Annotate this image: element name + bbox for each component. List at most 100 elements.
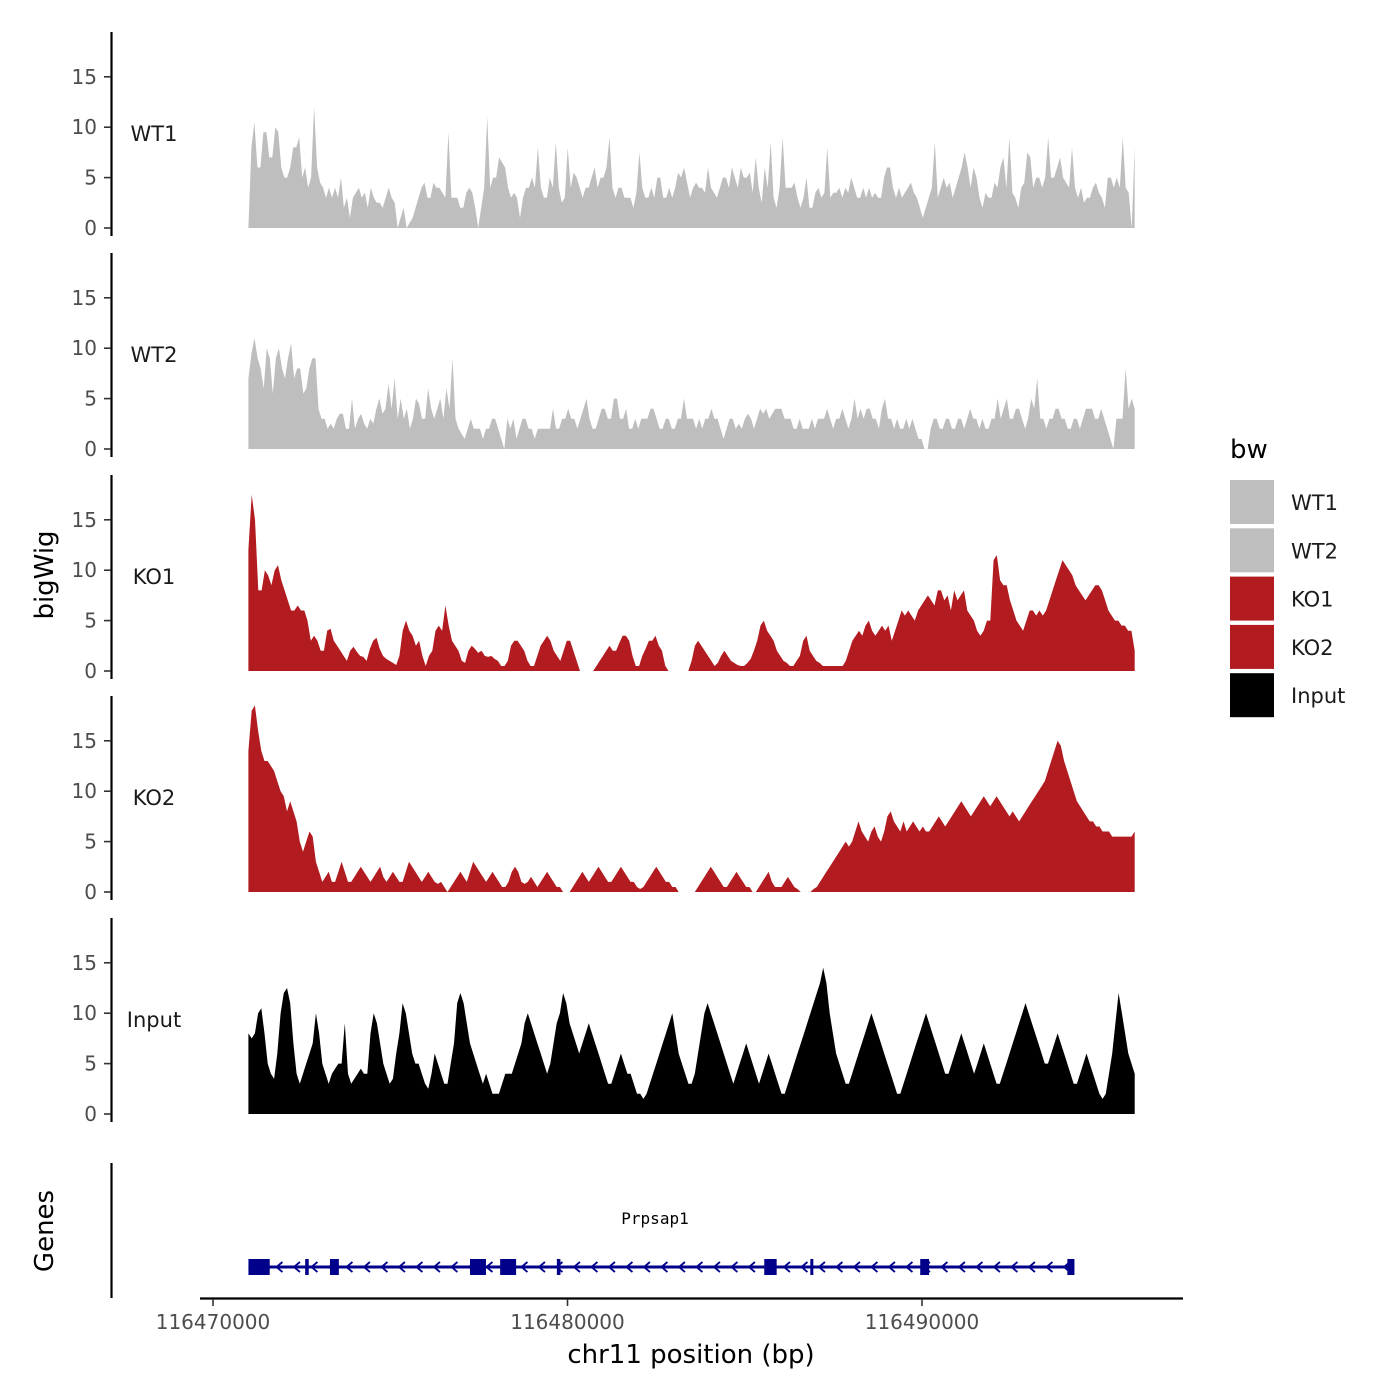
- legend-entry-wt1: WT1: [1230, 480, 1338, 524]
- strand-arrow-icon: [905, 1261, 914, 1273]
- legend-swatch: [1230, 576, 1274, 621]
- x-tick-label: 116480000: [510, 1310, 625, 1334]
- gene-model: [248, 1259, 1075, 1275]
- strand-arrow-icon: [992, 1261, 1001, 1273]
- strand-arrow-icon: [940, 1261, 949, 1273]
- strand-arrow-icon: [730, 1261, 739, 1273]
- strand-arrow-icon: [782, 1261, 791, 1273]
- strand-arrow-icon: [1010, 1261, 1019, 1273]
- track-label-wt1: WT1: [131, 122, 178, 146]
- strand-arrow-icon: [345, 1261, 354, 1273]
- gene-exon: [500, 1259, 517, 1275]
- legend-swatch: [1230, 673, 1274, 718]
- strand-arrow-icon: [380, 1261, 389, 1273]
- strand-arrow-icon: [852, 1261, 861, 1273]
- legend-entry-input: Input: [1230, 673, 1345, 718]
- strand-arrow-icon: [590, 1261, 599, 1273]
- y-tick-label: 5: [84, 609, 97, 633]
- legend-entry-ko1: KO1: [1230, 576, 1334, 621]
- strand-arrow-icon: [800, 1261, 809, 1273]
- strand-arrow-icon: [450, 1261, 459, 1273]
- strand-arrow-icon: [957, 1261, 966, 1273]
- gene-exon: [764, 1259, 777, 1275]
- strand-arrow-icon: [817, 1261, 826, 1273]
- legend-entry-wt2: WT2: [1230, 528, 1338, 573]
- strand-arrow-icon: [642, 1261, 651, 1273]
- legend-label: Input: [1291, 684, 1345, 708]
- strand-arrow-icon: [835, 1261, 844, 1273]
- y-tick-label: 5: [84, 387, 97, 411]
- strand-arrow-icon: [695, 1261, 704, 1273]
- x-axis-title: chr11 position (bp): [567, 1340, 814, 1370]
- y-tick-label: 10: [72, 779, 97, 803]
- track-wt2: 0 5 10 15 WT2: [72, 253, 1135, 461]
- y-tick-label: 0: [84, 880, 97, 904]
- track-ko2: 0 5 10 15 KO2: [72, 696, 1135, 904]
- gene-exon: [556, 1259, 561, 1275]
- gene-exon: [248, 1259, 270, 1275]
- strand-arrow-icon: [520, 1261, 529, 1273]
- legend: bw WT1 WT2 KO1 KO2 Input: [1230, 435, 1345, 718]
- y-tick-label: 0: [84, 659, 97, 683]
- y-tick-label: 0: [84, 437, 97, 461]
- coverage-area-input: [248, 967, 1135, 1114]
- strand-arrow-icon: [432, 1261, 441, 1273]
- strand-arrow-icon: [975, 1261, 984, 1273]
- x-tick-label: 116470000: [156, 1310, 271, 1334]
- y-tick-label: 0: [84, 1102, 97, 1126]
- strand-arrow-icon: [415, 1261, 424, 1273]
- track-ko1: 0 5 10 15 KO1: [72, 475, 1135, 683]
- gene-exon: [329, 1259, 339, 1275]
- y-tick-label: 10: [72, 336, 97, 360]
- y-tick-label: 5: [84, 830, 97, 854]
- track-label-input: Input: [127, 1008, 181, 1032]
- strand-arrow-icon: [292, 1261, 301, 1273]
- legend-label: WT1: [1291, 491, 1338, 515]
- y-tick-label: 10: [72, 558, 97, 582]
- strand-arrow-icon: [870, 1261, 879, 1273]
- strand-arrow-icon: [747, 1261, 756, 1273]
- strand-arrow-icon: [275, 1261, 284, 1273]
- x-axis: 116470000 116480000 116490000: [156, 1297, 1183, 1334]
- gene-exon: [305, 1259, 309, 1275]
- legend-label: WT2: [1291, 539, 1338, 563]
- strand-arrow-icon: [485, 1261, 494, 1273]
- legend-swatch: [1230, 624, 1274, 669]
- strand-arrow-icon: [397, 1261, 406, 1273]
- track-label-wt2: WT2: [131, 343, 178, 367]
- coverage-area-ko1: [248, 494, 1135, 671]
- y-tick-label: 10: [72, 1001, 97, 1025]
- strand-arrow-icon: [887, 1261, 896, 1273]
- y-tick-label: 10: [72, 115, 97, 139]
- gene-name-label: Prpsap1: [621, 1209, 688, 1228]
- gene-exon: [920, 1259, 930, 1275]
- y-axis-title: bigWig: [30, 530, 60, 619]
- gene-exon: [810, 1259, 814, 1275]
- coverage-tracks: 0 5 10 15 WT1 0 5 10 15 WT2 0 5 10 15 KO1 0 5 10 15 KO2 0 5 10…: [72, 32, 1135, 1126]
- strand-arrow-icon: [572, 1261, 581, 1273]
- legend-label: KO2: [1291, 636, 1334, 660]
- strand-arrow-icon: [310, 1261, 319, 1273]
- strand-arrow-icon: [555, 1261, 564, 1273]
- legend-label: KO1: [1291, 588, 1334, 612]
- strand-arrow-icon: [712, 1261, 721, 1273]
- y-tick-label: 15: [72, 951, 97, 975]
- strand-arrow-icon: [362, 1261, 371, 1273]
- legend-entry-ko2: KO2: [1230, 624, 1334, 669]
- strand-arrow-icon: [537, 1261, 546, 1273]
- y-tick-label: 15: [72, 729, 97, 753]
- y-tick-label: 5: [84, 166, 97, 190]
- strand-arrow-icon: [625, 1261, 634, 1273]
- coverage-area-wt2: [248, 338, 1135, 449]
- y-tick-label: 15: [72, 286, 97, 310]
- track-label-ko2: KO2: [133, 786, 176, 810]
- legend-title: bw: [1230, 435, 1268, 465]
- genes-axis-title: Genes: [30, 1190, 60, 1272]
- gene-panel: Prpsap1: [110, 1163, 1075, 1298]
- strand-arrow-icon: [677, 1261, 686, 1273]
- gene-exon: [1067, 1259, 1075, 1275]
- y-tick-label: 5: [84, 1052, 97, 1076]
- legend-entries: WT1 WT2 KO1 KO2 Input: [1230, 480, 1345, 718]
- x-axis-ticks: 116470000 116480000 116490000: [156, 1299, 979, 1334]
- track-wt1: 0 5 10 15 WT1: [72, 32, 1135, 240]
